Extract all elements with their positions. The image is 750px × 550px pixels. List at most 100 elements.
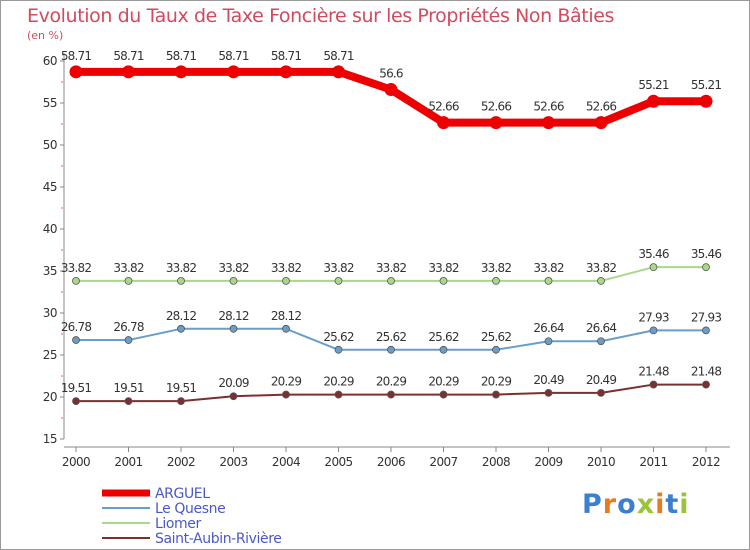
data-label: 19.51 <box>166 381 197 395</box>
data-label: 35.46 <box>691 247 722 261</box>
y-tick-label: 15 <box>43 432 57 446</box>
x-tick-label: 2011 <box>639 455 667 469</box>
y-tick-label: 35 <box>43 264 57 278</box>
data-label: 20.29 <box>428 375 459 389</box>
data-label: 25.62 <box>481 330 512 344</box>
data-label: 25.62 <box>323 330 354 344</box>
data-point <box>702 326 710 335</box>
data-point <box>597 277 605 285</box>
data-label: 33.82 <box>481 261 512 275</box>
x-tick-label: 2006 <box>377 455 405 469</box>
data-label: 58.71 <box>166 49 197 63</box>
data-label: 58.71 <box>113 49 144 63</box>
data-point <box>124 397 133 406</box>
x-tick-label: 2009 <box>534 455 562 469</box>
x-tick-label: 2003 <box>219 455 247 469</box>
data-label: 20.29 <box>481 375 512 389</box>
x-tick-label: 2001 <box>114 455 142 469</box>
data-label: 52.66 <box>533 100 564 114</box>
data-label: 35.46 <box>638 247 669 261</box>
data-point <box>699 94 713 108</box>
data-label: 20.29 <box>376 375 407 389</box>
y-tick-label: 55 <box>43 96 57 110</box>
data-label: 33.82 <box>61 261 92 275</box>
data-point <box>334 390 343 399</box>
legend-label: ARGUEL <box>155 486 210 502</box>
data-point <box>279 65 293 79</box>
data-point <box>177 324 185 333</box>
data-label: 58.71 <box>218 49 249 63</box>
data-point <box>439 390 448 399</box>
data-label: 58.71 <box>61 49 92 63</box>
data-point <box>177 277 185 285</box>
data-label: 28.12 <box>166 309 197 323</box>
chart-title: Evolution du Taux de Taxe Foncière sur l… <box>27 5 615 27</box>
data-point <box>492 390 500 399</box>
data-point <box>387 345 395 354</box>
data-point <box>702 380 710 389</box>
data-label: 20.09 <box>218 376 249 390</box>
x-tick-label: 2004 <box>272 455 300 469</box>
data-label: 25.62 <box>428 330 459 344</box>
data-label: 26.64 <box>533 321 564 335</box>
data-label: 56.6 <box>379 67 403 81</box>
y-tick-label: 45 <box>43 180 57 194</box>
data-label: 52.66 <box>586 100 617 114</box>
data-label: 33.82 <box>113 261 144 275</box>
data-point <box>492 345 500 354</box>
data-point <box>72 397 80 406</box>
data-point <box>387 390 395 399</box>
data-point <box>72 277 80 285</box>
data-label: 20.29 <box>323 375 354 389</box>
data-label: 26.78 <box>61 320 92 334</box>
data-point <box>649 263 658 272</box>
data-point <box>174 65 188 79</box>
data-label: 21.48 <box>638 365 669 379</box>
data-label: 33.82 <box>428 261 459 275</box>
data-label: 28.12 <box>218 309 249 323</box>
data-label: 58.71 <box>323 49 354 63</box>
data-label: 26.78 <box>113 320 144 334</box>
data-label: 33.82 <box>533 261 564 275</box>
data-label: 52.66 <box>481 100 512 114</box>
x-tick-label: 2005 <box>324 455 352 469</box>
data-label: 27.93 <box>638 310 669 324</box>
y-tick-label: 25 <box>43 348 57 362</box>
data-point <box>702 263 710 272</box>
data-label: 55.21 <box>691 78 722 92</box>
data-label: 27.93 <box>691 310 722 324</box>
data-label: 20.29 <box>271 375 302 389</box>
data-label: 55.21 <box>638 78 669 92</box>
data-label: 33.82 <box>323 261 354 275</box>
data-point <box>177 397 185 406</box>
x-tick-label: 2000 <box>62 455 90 469</box>
data-point <box>649 326 658 335</box>
data-point <box>544 277 553 285</box>
y-tick-label: 20 <box>43 390 57 404</box>
data-label: 28.12 <box>271 309 302 323</box>
y-tick-label: 30 <box>43 306 57 320</box>
y-tick-label: 60 <box>43 54 57 68</box>
data-point <box>334 277 343 285</box>
x-tick-label: 2010 <box>587 455 615 469</box>
y-tick-label: 50 <box>43 138 57 152</box>
data-point <box>597 337 605 346</box>
data-point <box>544 388 553 397</box>
data-label: 58.71 <box>271 49 302 63</box>
data-point <box>124 277 133 285</box>
data-point <box>439 277 448 285</box>
data-point <box>282 390 290 399</box>
data-point <box>647 94 660 108</box>
chart-subtitle: (en %) <box>27 29 64 42</box>
legend-label: Saint-Aubin-Rivière <box>155 531 281 547</box>
data-label: 26.64 <box>586 321 617 335</box>
data-point <box>227 65 240 79</box>
data-label: 19.51 <box>61 381 92 395</box>
x-tick-label: 2008 <box>482 455 510 469</box>
data-point <box>439 345 448 354</box>
data-label: 25.62 <box>376 330 407 344</box>
data-point <box>282 277 290 285</box>
data-point <box>384 83 398 97</box>
legend-label: Le Quesne <box>155 501 225 517</box>
